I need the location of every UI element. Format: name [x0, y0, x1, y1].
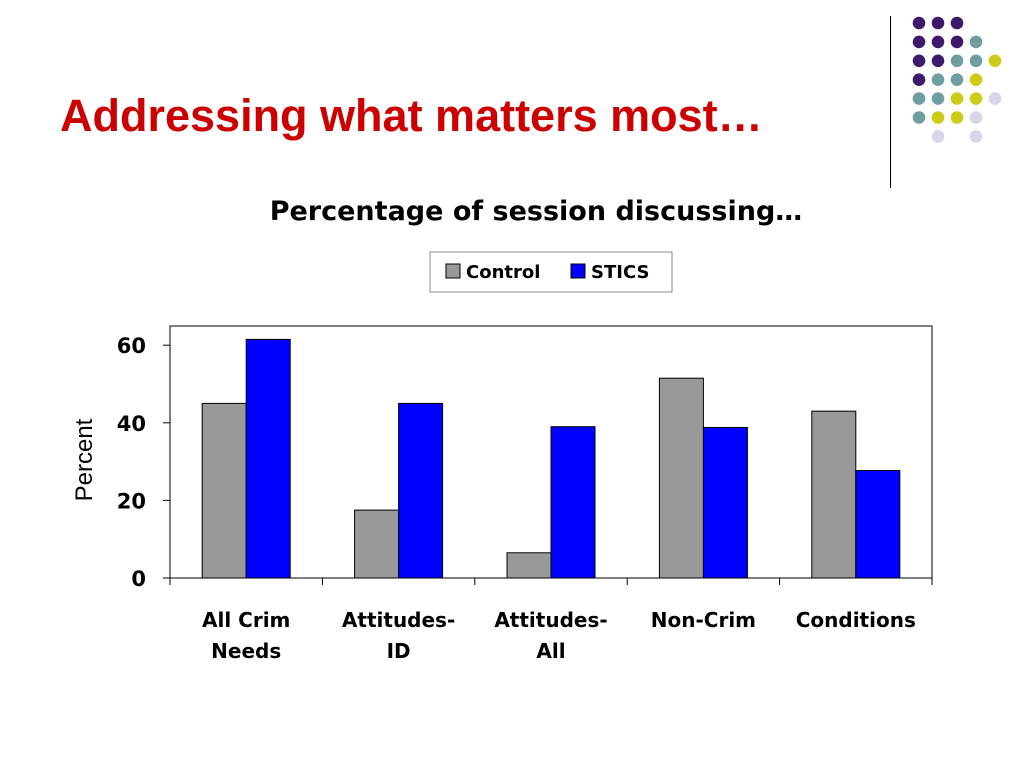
legend-swatch-control	[445, 263, 461, 279]
decorative-dot	[912, 111, 926, 124]
decorative-dot	[931, 92, 945, 105]
legend-label-control: Control	[466, 262, 540, 283]
y-axis-label: Percent	[71, 418, 98, 501]
bar-control	[201, 402, 247, 579]
legend-box	[429, 251, 673, 293]
decorative-dot	[931, 73, 945, 86]
decorative-dot	[950, 54, 964, 68]
decorative-dot	[969, 73, 983, 86]
y-tick-label: 60	[117, 334, 146, 358]
bar-control	[506, 552, 552, 579]
decorative-dot	[931, 111, 945, 124]
decorative-dot	[950, 73, 964, 86]
decorative-dot	[912, 92, 926, 105]
legend: Control STICS	[429, 251, 673, 293]
decorative-dot-grid	[912, 16, 1002, 143]
bar-control	[354, 509, 400, 579]
decorative-dot	[931, 35, 945, 49]
decorative-dot	[950, 111, 964, 124]
slide-title: Addressing what matters most…	[60, 90, 763, 141]
decorative-dot	[912, 73, 926, 86]
x-tick-label: Non-Crim	[651, 608, 756, 632]
decorative-dot	[931, 54, 945, 68]
x-tick-label: Conditions	[796, 608, 916, 632]
decorative-dot	[950, 35, 964, 49]
axis-ticks	[163, 344, 933, 585]
title-divider	[890, 16, 891, 188]
bar-stics	[550, 426, 596, 579]
decorative-dot	[969, 92, 983, 105]
bar-stics	[398, 402, 444, 579]
decorative-dot	[931, 130, 945, 143]
decorative-dot	[969, 111, 983, 124]
bar-control	[811, 410, 857, 579]
decorative-dot	[912, 16, 926, 30]
bars	[201, 338, 901, 579]
y-tick-label: 20	[117, 489, 146, 513]
bar-stics	[702, 426, 748, 579]
tick-labels: 0 20 40 60 All Crim Needs Attitudes-ID Attitude…	[117, 334, 916, 663]
decorative-dot	[931, 16, 945, 30]
decorative-dot	[950, 92, 964, 105]
decorative-dot	[912, 35, 926, 49]
x-tick-label: Attitudes-ID	[342, 608, 455, 663]
decorative-dot	[969, 35, 983, 49]
decorative-dot	[969, 54, 983, 68]
decorative-dot	[950, 16, 964, 30]
chart-title: Percentage of session discussing…	[270, 196, 803, 227]
decorative-dot	[988, 92, 1002, 105]
legend-label-stics: STICS	[591, 262, 649, 283]
decorative-dot	[969, 130, 983, 143]
decorative-dot	[988, 54, 1002, 68]
bar-stics	[245, 338, 291, 579]
y-tick-label: 40	[117, 412, 146, 436]
decorative-dot	[912, 54, 926, 68]
x-tick-label: Attitudes-All	[494, 608, 607, 663]
legend-swatch-stics	[570, 263, 586, 279]
bar-control	[658, 377, 704, 579]
bar-stics	[855, 470, 901, 579]
y-tick-label: 0	[131, 567, 146, 591]
x-tick-label: All Crim Needs	[202, 608, 290, 663]
